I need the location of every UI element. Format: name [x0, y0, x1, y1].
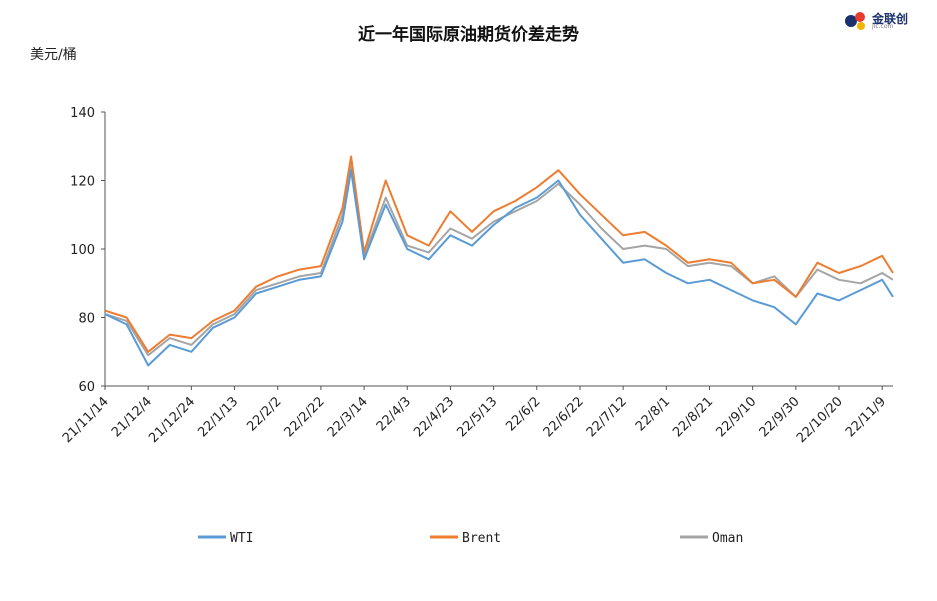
y-tick-label: 80: [78, 312, 95, 327]
series-line-oman: [104, 162, 894, 357]
x-tick-label: 22/8/1: [633, 394, 673, 434]
y-axis-unit-label: 美元/桶: [30, 47, 77, 63]
chart-title: 近一年国际原油期货价差走势: [358, 25, 579, 45]
x-tick-label: 22/1/13: [195, 394, 241, 440]
y-tick-label: 100: [70, 243, 95, 258]
brand-logo: 金联创 jlc.com: [842, 8, 932, 34]
logo-subtext: jlc.com: [872, 23, 894, 30]
x-tick-label: 21/11/14: [60, 394, 112, 446]
series-line-brent: [104, 155, 894, 353]
x-tick-label: 22/4/23: [411, 394, 457, 440]
y-tick-label: 140: [70, 106, 95, 121]
x-tick-label: 22/6/22: [541, 394, 587, 440]
y-tick-label: 60: [78, 380, 95, 395]
legend-label-oman: Oman: [712, 531, 743, 546]
logo-text: 金联创: [872, 12, 909, 26]
chart-series: [104, 155, 894, 367]
legend-label-brent: Brent: [462, 531, 501, 546]
legend-label-wti: WTI: [230, 531, 253, 546]
series-line-wti: [104, 169, 894, 367]
x-tick-label: 22/6/2: [503, 394, 543, 434]
x-tick-label: 22/4/3: [374, 394, 414, 434]
x-tick-label: 22/8/21: [670, 394, 716, 440]
x-tick-label: 22/5/13: [454, 394, 500, 440]
x-tick-label: 22/9/10: [713, 394, 759, 440]
x-tick-label: 22/3/14: [325, 394, 371, 440]
x-tick-label: 22/10/20: [794, 394, 846, 446]
x-tick-label: 22/7/12: [584, 394, 630, 440]
x-tick-label: 22/2/22: [282, 394, 328, 440]
x-tick-label: 22/2/2: [244, 394, 284, 434]
x-tick-label: 21/12/24: [146, 394, 198, 446]
chart-legend: WTI Brent Oman: [198, 531, 743, 546]
logo-icon: [845, 12, 865, 30]
chart-axes: 608010012014021/11/1421/12/421/12/2422/1…: [60, 106, 893, 446]
y-tick-label: 120: [70, 175, 95, 190]
x-tick-label: 22/11/9: [843, 394, 889, 440]
